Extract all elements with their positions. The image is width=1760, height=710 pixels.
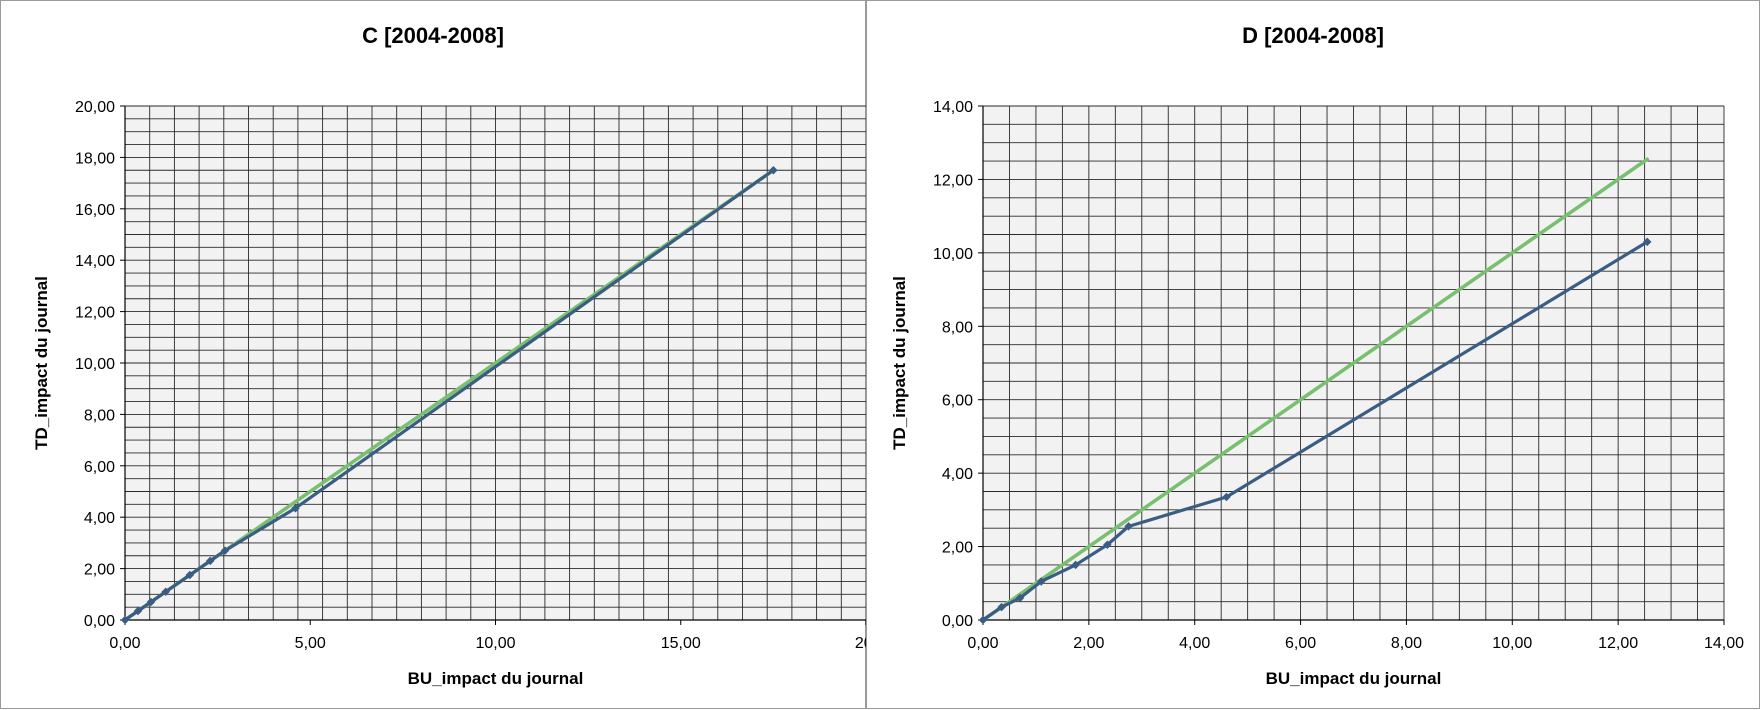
x-tick-label: 0,00 (109, 635, 140, 652)
y-tick-label: 12,00 (933, 172, 973, 189)
y-tick-label: 10,00 (933, 246, 973, 263)
y-tick-label: 10,00 (75, 356, 115, 373)
x-tick-label: 0,00 (967, 635, 998, 652)
y-tick-label: 2,00 (942, 540, 973, 557)
chart-d-svg: 0,00 2,00 4,00 6,00 8,00 10,00 12,00 14,00 0,00 2… (890, 99, 1744, 688)
data-point (1643, 237, 1652, 247)
series-line-green (981, 157, 1650, 622)
x-tick-label: 20, (855, 635, 867, 652)
y-tick-label: 6,00 (84, 459, 115, 476)
y-axis-title: TD_impact du journal (32, 276, 51, 450)
y-tick-label: 20,00 (75, 99, 115, 116)
x-axis-title: BU_impact du journal (1266, 669, 1442, 688)
x-tick-label: 5,00 (295, 635, 326, 652)
x-tick-label: 15,00 (661, 635, 701, 652)
y-tick-label: 0,00 (942, 613, 973, 630)
x-tick-label: 8,00 (1391, 635, 1422, 652)
y-tick-label: 18,00 (75, 150, 115, 167)
y-axis-title: TD_impact du journal (890, 276, 909, 450)
y-tick-label: 14,00 (75, 253, 115, 270)
data-point (291, 503, 300, 513)
data-point (1222, 492, 1231, 502)
x-axis-title: BU_impact du journal (408, 669, 584, 688)
chart-c-svg: 0,00 2,00 4,00 6,00 8,00 10,00 12,00 14,00 16,00… (32, 99, 867, 688)
chart-title: C [2004-2008] (362, 23, 504, 48)
y-tick-label: 4,00 (84, 510, 115, 527)
data-point (1103, 540, 1112, 549)
chart-panel-d: D [2004-2008] 0,00 2,00 4,00 6,00 8,00 10,00 1… (866, 0, 1760, 709)
x-tick-label: 10,00 (1492, 635, 1532, 652)
y-tick-label: 16,00 (75, 202, 115, 219)
y-tick-label: 12,00 (75, 305, 115, 322)
data-point (997, 602, 1006, 612)
y-tick-label: 0,00 (84, 613, 115, 630)
x-tick-label: 12,00 (1598, 635, 1638, 652)
y-tick-label: 14,00 (933, 99, 973, 116)
x-tick-label: 10,00 (475, 635, 515, 652)
y-tick-label: 8,00 (84, 407, 115, 424)
y-tick-label: 2,00 (84, 562, 115, 579)
y-tick-label: 6,00 (942, 393, 973, 410)
y-tick-label: 8,00 (942, 319, 973, 336)
x-tick-label: 14,00 (1704, 635, 1744, 652)
x-tick-label: 4,00 (1179, 635, 1210, 652)
x-tick-label: 6,00 (1285, 635, 1316, 652)
y-tick-label: 4,00 (942, 466, 973, 483)
x-tick-label: 2,00 (1073, 635, 1104, 652)
chart-title: D [2004-2008] (1242, 23, 1384, 48)
chart-panel-c: C [2004-2008] 0,00 2,00 4,00 6,00 8,00 10,00 1… (0, 0, 867, 709)
